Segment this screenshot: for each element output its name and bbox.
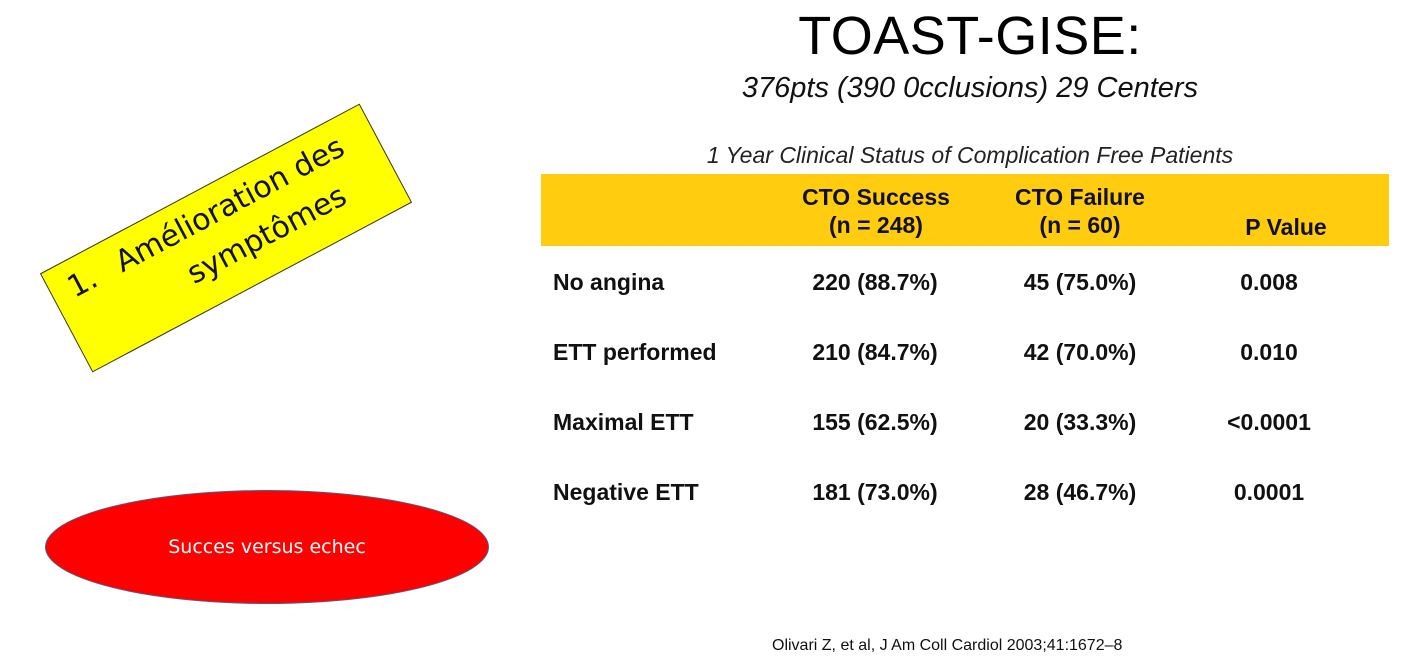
row-success-value: 181 (73.0%)	[812, 479, 938, 505]
row-p-value: 0.008	[1240, 269, 1298, 295]
row-p-value: 0.010	[1240, 339, 1298, 365]
row-failure-value: 28 (46.7%)	[1023, 479, 1137, 505]
comparison-oval: Succes versus echec	[45, 490, 489, 604]
table-caption: 1 Year Clinical Status of Complication F…	[706, 142, 1234, 168]
table-row: Negative ETT 181 (73.0%) 28 (46.7%) 0.00…	[0, 477, 1403, 507]
header-cto-success: CTO Success (n = 248)	[786, 183, 966, 239]
callout-text: 1.Amélioration des symptômes	[60, 111, 402, 348]
header-cto-failure: CTO Failure (n = 60)	[1000, 183, 1160, 239]
citation: Olivari Z, et al, J Am Coll Cardiol 2003…	[772, 637, 1123, 654]
row-label: Maximal ETT	[553, 409, 694, 435]
row-success-value: 210 (84.7%)	[812, 339, 938, 365]
header-cto-failure-label: CTO Failure	[1015, 184, 1145, 210]
row-failure-value: 20 (33.3%)	[1023, 409, 1137, 435]
table-row: Maximal ETT 155 (62.5%) 20 (33.3%) <0.00…	[0, 407, 1403, 437]
slide-title: TOAST-GISE:	[798, 6, 1142, 66]
row-p-value: 0.0001	[1233, 479, 1305, 505]
table-row: No angina 220 (88.7%) 45 (75.0%) 0.008	[0, 267, 1403, 297]
row-label: ETT performed	[553, 339, 717, 365]
row-success-value: 220 (88.7%)	[812, 269, 938, 295]
row-label: No angina	[553, 269, 665, 295]
row-p-value: <0.0001	[1227, 409, 1311, 435]
header-cto-success-label: CTO Success	[802, 184, 950, 210]
row-success-value: 155 (62.5%)	[812, 409, 938, 435]
callout-box: 1.Amélioration des symptômes	[39, 103, 413, 373]
table-header-band	[541, 174, 1389, 246]
header-cto-success-n: (n = 248)	[829, 212, 923, 238]
row-failure-value: 42 (70.0%)	[1023, 339, 1137, 365]
slide-subtitle: 376pts (390 0cclusions) 29 Centers	[741, 72, 1199, 104]
row-failure-value: 45 (75.0%)	[1023, 269, 1137, 295]
header-p-value: P Value	[1245, 214, 1327, 240]
oval-label: Succes versus echec	[168, 536, 366, 558]
table-row: ETT performed 210 (84.7%) 42 (70.0%) 0.0…	[0, 337, 1403, 367]
header-cto-failure-n: (n = 60)	[1039, 212, 1121, 238]
row-label: Negative ETT	[553, 479, 699, 505]
